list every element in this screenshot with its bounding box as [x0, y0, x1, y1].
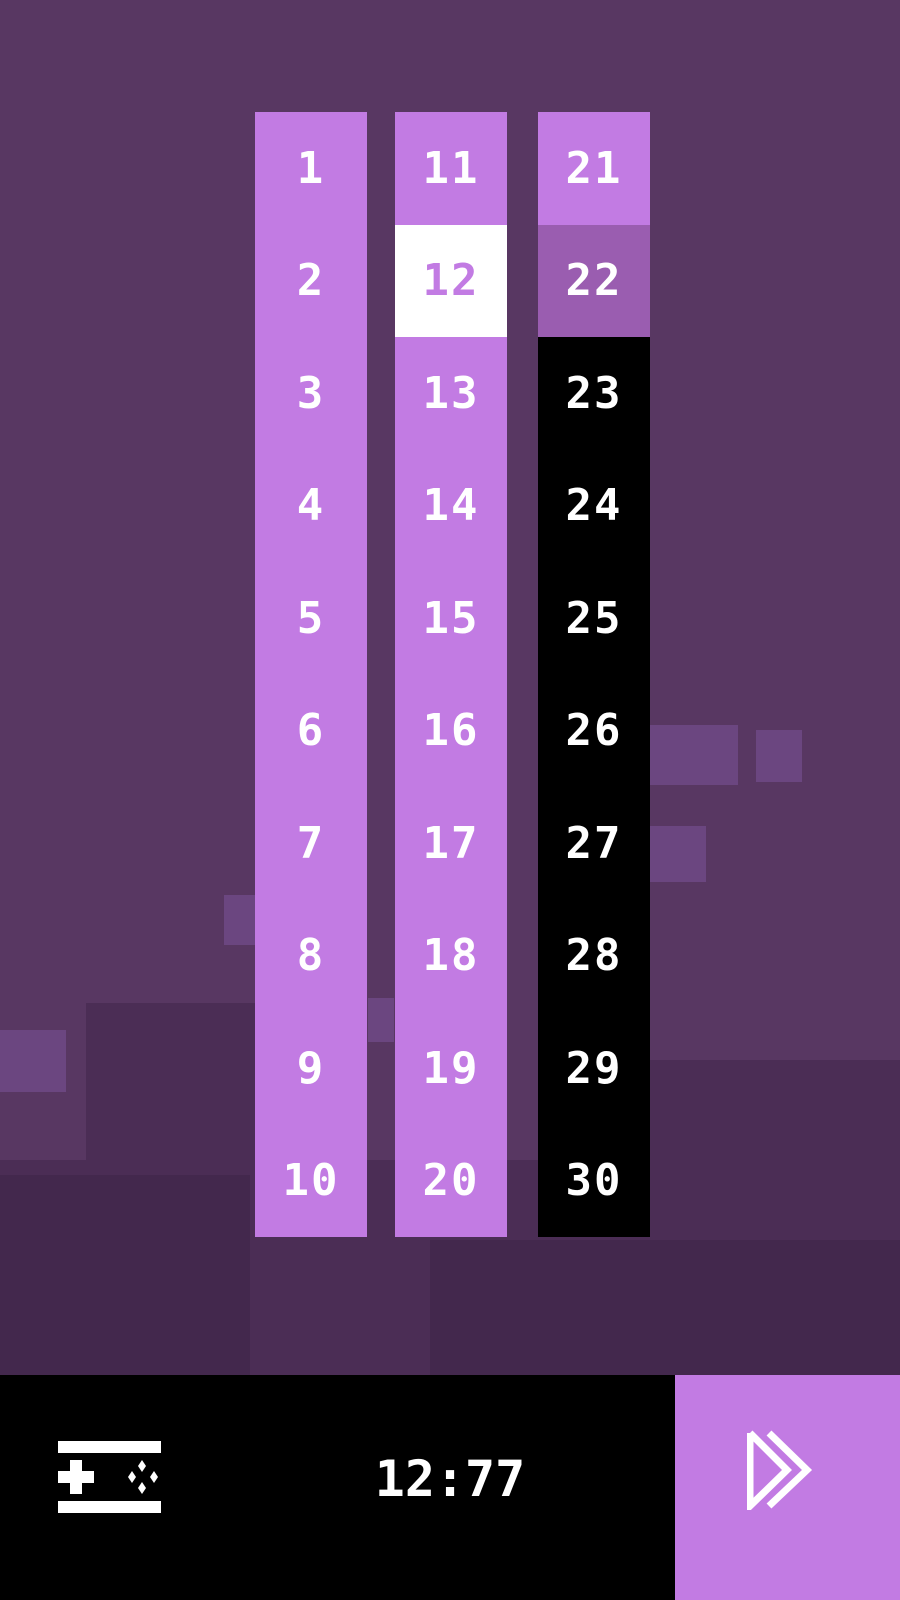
level-button-21[interactable]: 21 [538, 112, 650, 225]
level-button-30: 30 [538, 1124, 650, 1237]
level-button-29: 29 [538, 1012, 650, 1125]
level-button-24: 24 [538, 449, 650, 562]
level-button-8[interactable]: 8 [255, 899, 367, 1012]
level-button-9[interactable]: 9 [255, 1012, 367, 1125]
level-button-26: 26 [538, 674, 650, 787]
level-button-6[interactable]: 6 [255, 674, 367, 787]
timer: 12:77 [374, 1450, 526, 1508]
level-button-22[interactable]: 22 [538, 224, 650, 337]
level-button-1[interactable]: 1 [255, 112, 367, 225]
level-button-12[interactable]: 12 [395, 224, 507, 337]
level-button-19[interactable]: 19 [395, 1012, 507, 1125]
bottom-bar: 12:77 [0, 1375, 900, 1600]
level-button-10[interactable]: 10 [255, 1124, 367, 1237]
level-button-18[interactable]: 18 [395, 899, 507, 1012]
level-button-17[interactable]: 17 [395, 787, 507, 900]
level-button-14[interactable]: 14 [395, 449, 507, 562]
level-button-16[interactable]: 16 [395, 674, 507, 787]
level-button-27: 27 [538, 787, 650, 900]
level-button-5[interactable]: 5 [255, 562, 367, 675]
level-button-23: 23 [538, 337, 650, 450]
level-column: 11 12 13 14 15 16 17 18 19 20 [395, 112, 507, 1237]
fast-forward-button[interactable] [675, 1375, 900, 1600]
fast-forward-icon [747, 1430, 813, 1510]
level-button-2[interactable]: 2 [255, 224, 367, 337]
level-column: 21 22 23 24 25 26 27 28 29 30 [538, 112, 650, 1237]
level-button-3[interactable]: 3 [255, 337, 367, 450]
gamepad-menu-icon[interactable] [58, 1441, 161, 1513]
level-button-11[interactable]: 11 [395, 112, 507, 225]
level-button-28: 28 [538, 899, 650, 1012]
level-button-15[interactable]: 15 [395, 562, 507, 675]
level-button-13[interactable]: 13 [395, 337, 507, 450]
level-button-4[interactable]: 4 [255, 449, 367, 562]
level-button-7[interactable]: 7 [255, 787, 367, 900]
level-column: 1 2 3 4 5 6 7 8 9 10 [255, 112, 367, 1237]
level-button-20[interactable]: 20 [395, 1124, 507, 1237]
level-button-25: 25 [538, 562, 650, 675]
